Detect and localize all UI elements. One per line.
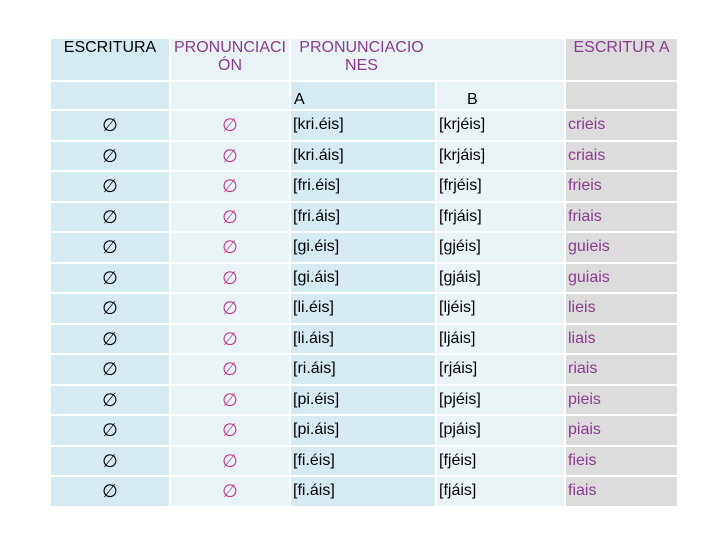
header-escritura: ESCRITURA <box>51 39 169 80</box>
pronunciation-a: [gi.áis] <box>291 263 435 292</box>
pronunciation-b: [fjáis] <box>437 477 564 506</box>
pronunciation-a: [kri.éis] <box>291 111 435 140</box>
header-pronunciaciones: PRONUNCIACIO NES <box>291 39 564 80</box>
pronunciation-b: [ljéis] <box>437 294 564 323</box>
empty-symbol-pronunciation: ∅ <box>171 385 289 414</box>
phonetics-table: ESCRITURA PRONUNCIACI ÓN PRONUNCIACIO NE… <box>49 37 679 508</box>
table-row: ∅ ∅ [li.éis] [ljéis] lieis <box>51 294 677 323</box>
empty-symbol-pronunciation: ∅ <box>171 111 289 140</box>
pronunciation-b: [rjáis] <box>437 355 564 384</box>
empty-symbol-writing: ∅ <box>51 141 169 170</box>
pronunciation-b: [ljáis] <box>437 324 564 353</box>
subheader-b: B <box>437 82 564 109</box>
writing-a: fieis <box>566 446 677 475</box>
subheader-empty-5 <box>566 82 677 109</box>
writing-a: crieis <box>566 111 677 140</box>
pronunciation-a: [pi.éis] <box>291 385 435 414</box>
subheader-a: A <box>291 82 435 109</box>
empty-symbol-writing: ∅ <box>51 202 169 231</box>
pronunciation-a: [ri.áis] <box>291 355 435 384</box>
pronunciation-b: [gjáis] <box>437 263 564 292</box>
writing-a: pieis <box>566 385 677 414</box>
empty-symbol-writing: ∅ <box>51 477 169 506</box>
subheader-empty-1 <box>51 82 169 109</box>
header-row: ESCRITURA PRONUNCIACI ÓN PRONUNCIACIO NE… <box>51 39 677 80</box>
empty-symbol-pronunciation: ∅ <box>171 141 289 170</box>
table-row: ∅ ∅ [kri.áis] [krjáis] criais <box>51 141 677 170</box>
writing-a: guieis <box>566 233 677 262</box>
pronunciation-b: [fjéis] <box>437 446 564 475</box>
empty-symbol-pronunciation: ∅ <box>171 263 289 292</box>
empty-symbol-pronunciation: ∅ <box>171 172 289 201</box>
empty-symbol-pronunciation: ∅ <box>171 324 289 353</box>
subheader-empty-2 <box>171 82 289 109</box>
empty-symbol-pronunciation: ∅ <box>171 446 289 475</box>
subheader-row: A B <box>51 82 677 109</box>
empty-symbol-pronunciation: ∅ <box>171 233 289 262</box>
pronunciation-a: [li.éis] <box>291 294 435 323</box>
writing-a: liais <box>566 324 677 353</box>
table-row: ∅ ∅ [gi.éis] [gjéis] guieis <box>51 233 677 262</box>
empty-symbol-writing: ∅ <box>51 172 169 201</box>
pronunciation-b: [pjéis] <box>437 385 564 414</box>
empty-symbol-pronunciation: ∅ <box>171 355 289 384</box>
writing-a: riais <box>566 355 677 384</box>
header-escritura-a: ESCRITUR A <box>566 39 677 80</box>
writing-a: guiais <box>566 263 677 292</box>
writing-a: frieis <box>566 172 677 201</box>
table-row: ∅ ∅ [ri.áis] [rjáis] riais <box>51 355 677 384</box>
table-row: ∅ ∅ [fi.éis] [fjéis] fieis <box>51 446 677 475</box>
empty-symbol-pronunciation: ∅ <box>171 202 289 231</box>
empty-symbol-writing: ∅ <box>51 446 169 475</box>
empty-symbol-writing: ∅ <box>51 385 169 414</box>
writing-a: criais <box>566 141 677 170</box>
writing-a: friais <box>566 202 677 231</box>
empty-symbol-pronunciation: ∅ <box>171 294 289 323</box>
pronunciation-b: [krjáis] <box>437 141 564 170</box>
pronunciation-a: [fi.áis] <box>291 477 435 506</box>
table-row: ∅ ∅ [kri.éis] [krjéis] crieis <box>51 111 677 140</box>
pronunciation-a: [pi.áis] <box>291 416 435 445</box>
empty-symbol-writing: ∅ <box>51 263 169 292</box>
pronunciation-b: [frjáis] <box>437 202 564 231</box>
table-row: ∅ ∅ [fi.áis] [fjáis] fiais <box>51 477 677 506</box>
pronunciation-a: [gi.éis] <box>291 233 435 262</box>
empty-symbol-pronunciation: ∅ <box>171 477 289 506</box>
empty-symbol-writing: ∅ <box>51 324 169 353</box>
empty-symbol-pronunciation: ∅ <box>171 416 289 445</box>
pronunciation-a: [li.áis] <box>291 324 435 353</box>
pronunciation-a: [kri.áis] <box>291 141 435 170</box>
pronunciation-b: [krjéis] <box>437 111 564 140</box>
header-pronunciaciones-label: PRONUNCIACIO NES <box>299 39 424 74</box>
empty-symbol-writing: ∅ <box>51 416 169 445</box>
empty-symbol-writing: ∅ <box>51 294 169 323</box>
table-row: ∅ ∅ [fri.áis] [frjáis] friais <box>51 202 677 231</box>
table-row: ∅ ∅ [li.áis] [ljáis] liais <box>51 324 677 353</box>
empty-symbol-writing: ∅ <box>51 111 169 140</box>
table-row: ∅ ∅ [pi.éis] [pjéis] pieis <box>51 385 677 414</box>
pronunciation-b: [frjéis] <box>437 172 564 201</box>
pronunciation-b: [gjéis] <box>437 233 564 262</box>
writing-a: fiais <box>566 477 677 506</box>
pronunciation-a: [fri.éis] <box>291 172 435 201</box>
table-row: ∅ ∅ [gi.áis] [gjáis] guiais <box>51 263 677 292</box>
table-row: ∅ ∅ [fri.éis] [frjéis] frieis <box>51 172 677 201</box>
pronunciation-b: [pjáis] <box>437 416 564 445</box>
empty-symbol-writing: ∅ <box>51 233 169 262</box>
writing-a: piais <box>566 416 677 445</box>
pronunciation-a: [fri.áis] <box>291 202 435 231</box>
table-row: ∅ ∅ [pi.áis] [pjáis] piais <box>51 416 677 445</box>
empty-symbol-writing: ∅ <box>51 355 169 384</box>
writing-a: lieis <box>566 294 677 323</box>
pronunciation-a: [fi.éis] <box>291 446 435 475</box>
table-body: ESCRITURA PRONUNCIACI ÓN PRONUNCIACIO NE… <box>51 39 677 506</box>
header-pronunciacion: PRONUNCIACI ÓN <box>171 39 289 80</box>
